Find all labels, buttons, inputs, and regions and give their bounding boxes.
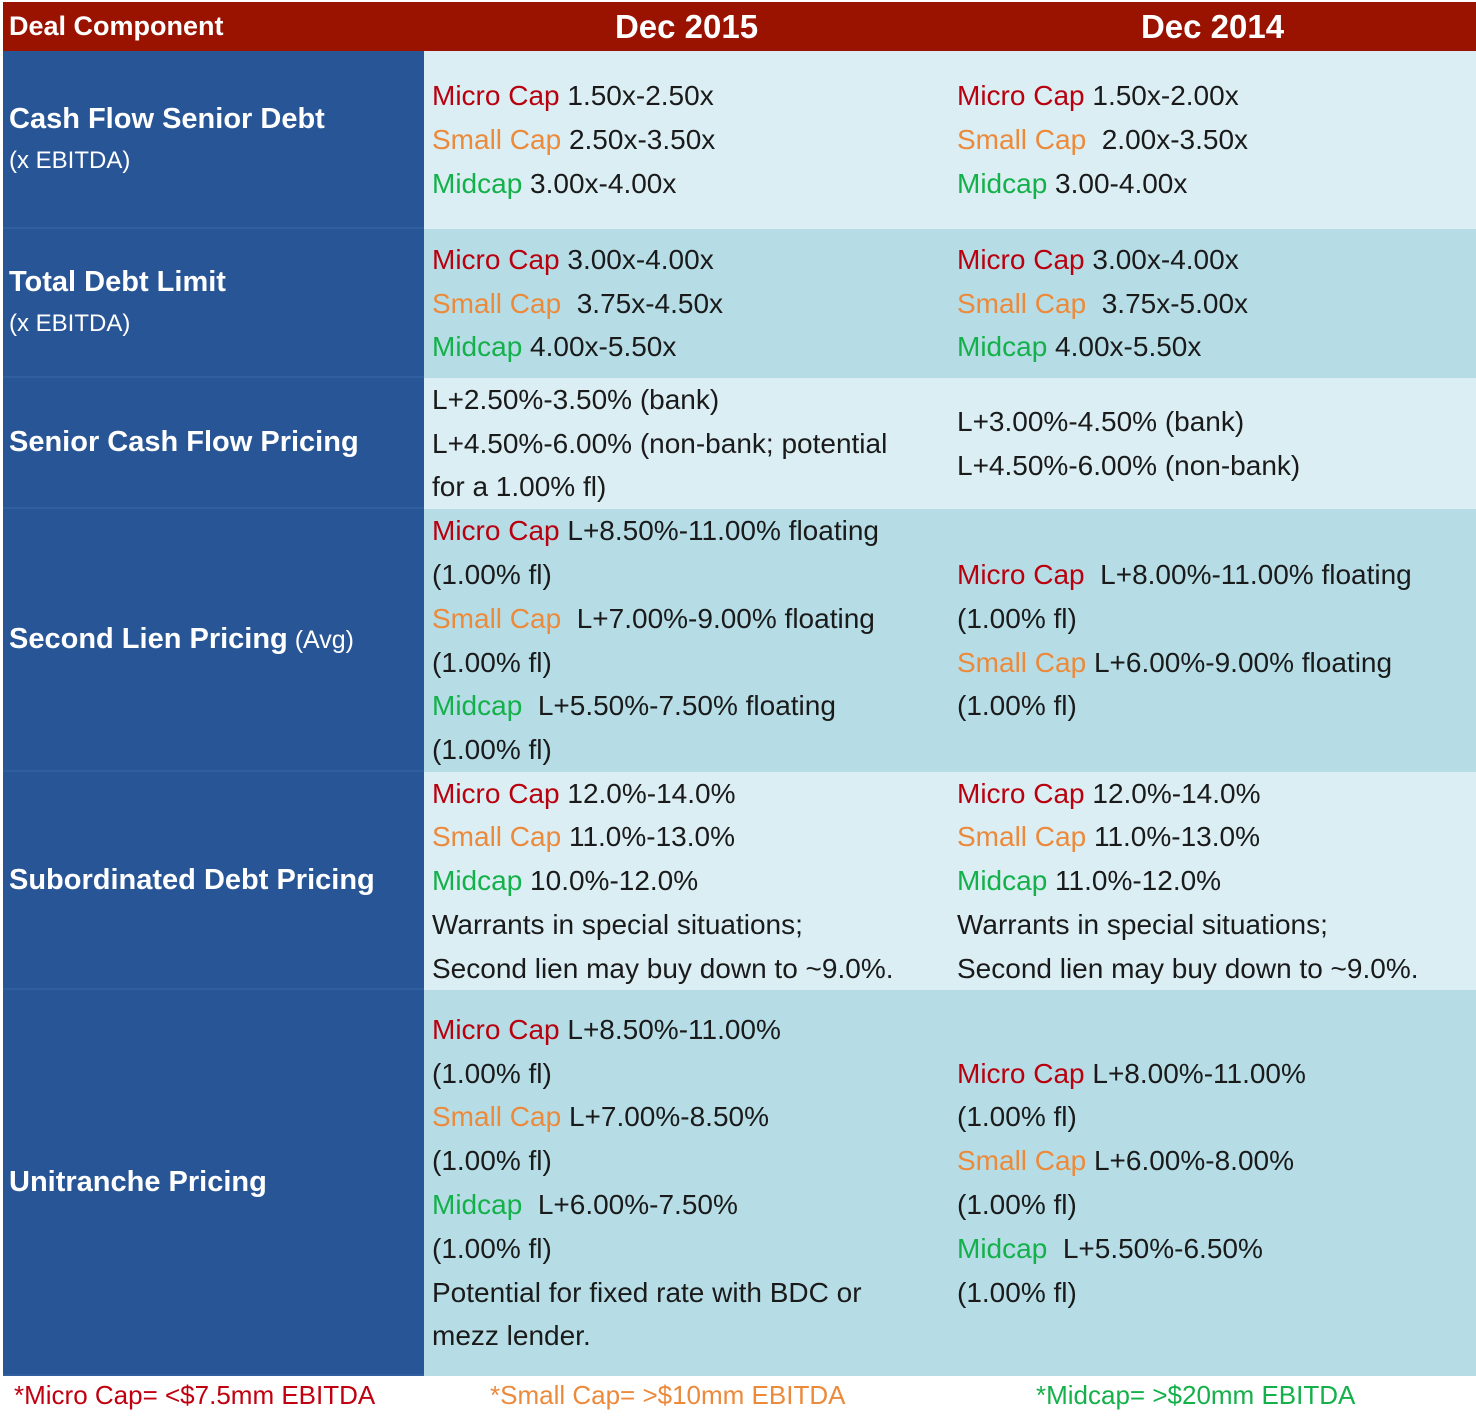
- cell-line: (1.00% fl): [957, 690, 1077, 722]
- footnote-midcap: *Midcap= >$20mm EBITDA: [1036, 1379, 1356, 1410]
- cell-line: Small Cap L+6.00%-8.00%: [957, 1145, 1294, 1177]
- row-title: Unitranche Pricing: [9, 1165, 267, 1198]
- cell-line: Small Cap 2.50x-3.50x: [432, 124, 716, 156]
- cell-line: (1.00% fl): [957, 1189, 1077, 1220]
- cell-dec2015-subordinated-debt-pricing: Micro Cap 12.0%-14.0% Small Cap 11.0%-13…: [424, 772, 949, 990]
- row-title: Cash Flow Senior Debt: [9, 102, 325, 135]
- cell-line: (1.00% fl): [432, 558, 552, 590]
- cell-line: Micro Cap 1.50x-2.00x: [957, 80, 1239, 112]
- cell-line: Second lien may buy down to ~9.0%.: [432, 952, 894, 984]
- cell-dec2014-second-lien-pricing: Micro Cap L+8.00%-11.00% floating (1.00%…: [949, 509, 1476, 772]
- cell-dec2015-second-lien-pricing: Micro Cap L+8.50%-11.00% floating (1.00%…: [424, 509, 949, 772]
- cell-dec2014-total-debt-limit: Micro Cap 3.00x-4.00x Small Cap 3.75x-5.…: [949, 229, 1476, 378]
- cell-line: Potential for fixed rate with BDC or: [432, 1276, 862, 1308]
- cell-line: Micro Cap L+8.50%-11.00% floating: [432, 515, 879, 547]
- cell-line: Micro Cap L+8.50%-11.00%: [432, 1013, 781, 1045]
- cell-line: L+4.50%-6.00% (non-bank; potential: [432, 427, 888, 459]
- cell-line: Small Cap 3.75x-4.50x: [432, 287, 724, 319]
- cell-dec2015-senior-cash-flow-pricing: L+2.50%-3.50% (bank) L+4.50%-6.00% (non-…: [424, 378, 949, 509]
- header-deal-component: Deal Component: [3, 2, 424, 51]
- cell-line: mezz lender.: [432, 1320, 591, 1352]
- cell-line: Small Cap L+6.00%-9.00% floating: [957, 646, 1393, 678]
- cell-line: for a 1.00% fl): [432, 471, 607, 503]
- cell-dec2014-cash-flow-senior-debt: Micro Cap 1.50x-2.00x Small Cap 2.00x-3.…: [949, 51, 1476, 229]
- cell-line: Midcap 4.00x-5.50x: [432, 331, 677, 363]
- footnote-micro-cap: *Micro Cap= <$7.5mm EBITDA: [14, 1379, 376, 1410]
- cell-line: Small Cap L+7.00%-8.50%: [432, 1101, 769, 1133]
- cell-dec2015-cash-flow-senior-debt: Micro Cap 1.50x-2.50x Small Cap 2.50x-3.…: [424, 51, 949, 229]
- cell-line: Micro Cap 1.50x-2.50x: [432, 80, 714, 112]
- cell-line: Midcap 3.00-4.00x: [957, 167, 1188, 199]
- cell-line: Midcap 3.00x-4.00x: [432, 167, 677, 199]
- cell-line: Small Cap 2.00x-3.50x: [957, 124, 1249, 156]
- cell-line: L+2.50%-3.50% (bank): [432, 383, 720, 415]
- cell-dec2015-unitranche-pricing: Micro Cap L+8.50%-11.00% (1.00% fl) Smal…: [424, 990, 949, 1376]
- row-label-total-debt-limit: Total Debt Limit (x EBITDA): [3, 229, 424, 378]
- cell-dec2014-subordinated-debt-pricing: Micro Cap 12.0%-14.0% Small Cap 11.0%-13…: [949, 772, 1476, 990]
- cell-line: Micro Cap L+8.00%-11.00%: [957, 1057, 1306, 1089]
- cell-line: Midcap L+5.50%-7.50% floating: [432, 690, 836, 722]
- cell-line: Micro Cap 12.0%-14.0%: [432, 777, 736, 809]
- cell-line: Midcap L+6.00%-7.50%: [432, 1189, 738, 1220]
- header-dec-2014: Dec 2014: [949, 2, 1476, 51]
- cell-line: (1.00% fl): [432, 1057, 552, 1089]
- cell-line: (1.00% fl): [432, 1232, 552, 1264]
- cell-line: (1.00% fl): [432, 734, 552, 766]
- row-label-senior-cash-flow-pricing: Senior Cash Flow Pricing: [3, 378, 424, 509]
- cell-line: (1.00% fl): [957, 602, 1077, 634]
- row-label-subordinated-debt-pricing: Subordinated Debt Pricing: [3, 772, 424, 990]
- cell-line: L+4.50%-6.00% (non-bank): [957, 449, 1301, 481]
- cell-line: Midcap L+5.50%-6.50%: [957, 1232, 1263, 1264]
- cell-line: L+3.00%-4.50% (bank): [957, 405, 1245, 437]
- row-label-second-lien-pricing: Second Lien Pricing (Avg): [3, 509, 424, 772]
- row-title: Subordinated Debt Pricing: [9, 863, 375, 896]
- cell-line: Small Cap 11.0%-13.0%: [957, 821, 1260, 853]
- cell-dec2015-total-debt-limit: Micro Cap 3.00x-4.00x Small Cap 3.75x-4.…: [424, 229, 949, 378]
- cell-line: (1.00% fl): [432, 1145, 552, 1177]
- cell-line: Micro Cap 12.0%-14.0%: [957, 777, 1261, 809]
- cell-line: Small Cap 11.0%-13.0%: [432, 821, 735, 853]
- cell-line: Micro Cap L+8.00%-11.00% floating: [957, 558, 1412, 590]
- row-subtitle: (x EBITDA): [9, 310, 131, 337]
- cell-line: Midcap 10.0%-12.0%: [432, 865, 699, 897]
- cell-line: (1.00% fl): [957, 1101, 1077, 1133]
- footnote-small-cap: *Small Cap= >$10mm EBITDA: [490, 1379, 846, 1410]
- cell-line: Warrants in special situations;: [957, 908, 1328, 940]
- cell-dec2014-unitranche-pricing: Micro Cap L+8.00%-11.00% (1.00% fl) Smal…: [949, 990, 1476, 1376]
- cell-line: Micro Cap 3.00x-4.00x: [957, 243, 1239, 275]
- row-title: Senior Cash Flow Pricing: [9, 426, 359, 458]
- cell-line: Second lien may buy down to ~9.0%.: [957, 952, 1419, 984]
- cell-line: Midcap 4.00x-5.50x: [957, 331, 1202, 363]
- row-subtitle: (x EBITDA): [9, 146, 131, 174]
- cell-line: (1.00% fl): [957, 1276, 1077, 1308]
- header-dec-2015: Dec 2015: [424, 2, 949, 51]
- cell-line: (1.00% fl): [432, 646, 552, 678]
- row-label-unitranche-pricing: Unitranche Pricing: [3, 990, 424, 1376]
- cell-line: Micro Cap 3.00x-4.00x: [432, 243, 714, 275]
- row-title: Second Lien Pricing (Avg): [9, 623, 355, 655]
- row-label-cash-flow-senior-debt: Cash Flow Senior Debt (x EBITDA): [3, 51, 424, 229]
- cell-line: Midcap 11.0%-12.0%: [957, 865, 1222, 897]
- cell-line: Small Cap L+7.00%-9.00% floating: [432, 602, 875, 634]
- row-title: Total Debt Limit: [9, 266, 226, 298]
- cell-dec2014-senior-cash-flow-pricing: L+3.00%-4.50% (bank) L+4.50%-6.00% (non-…: [949, 378, 1476, 509]
- cell-line: Small Cap 3.75x-5.00x: [957, 287, 1249, 319]
- cell-line: Warrants in special situations;: [432, 908, 803, 940]
